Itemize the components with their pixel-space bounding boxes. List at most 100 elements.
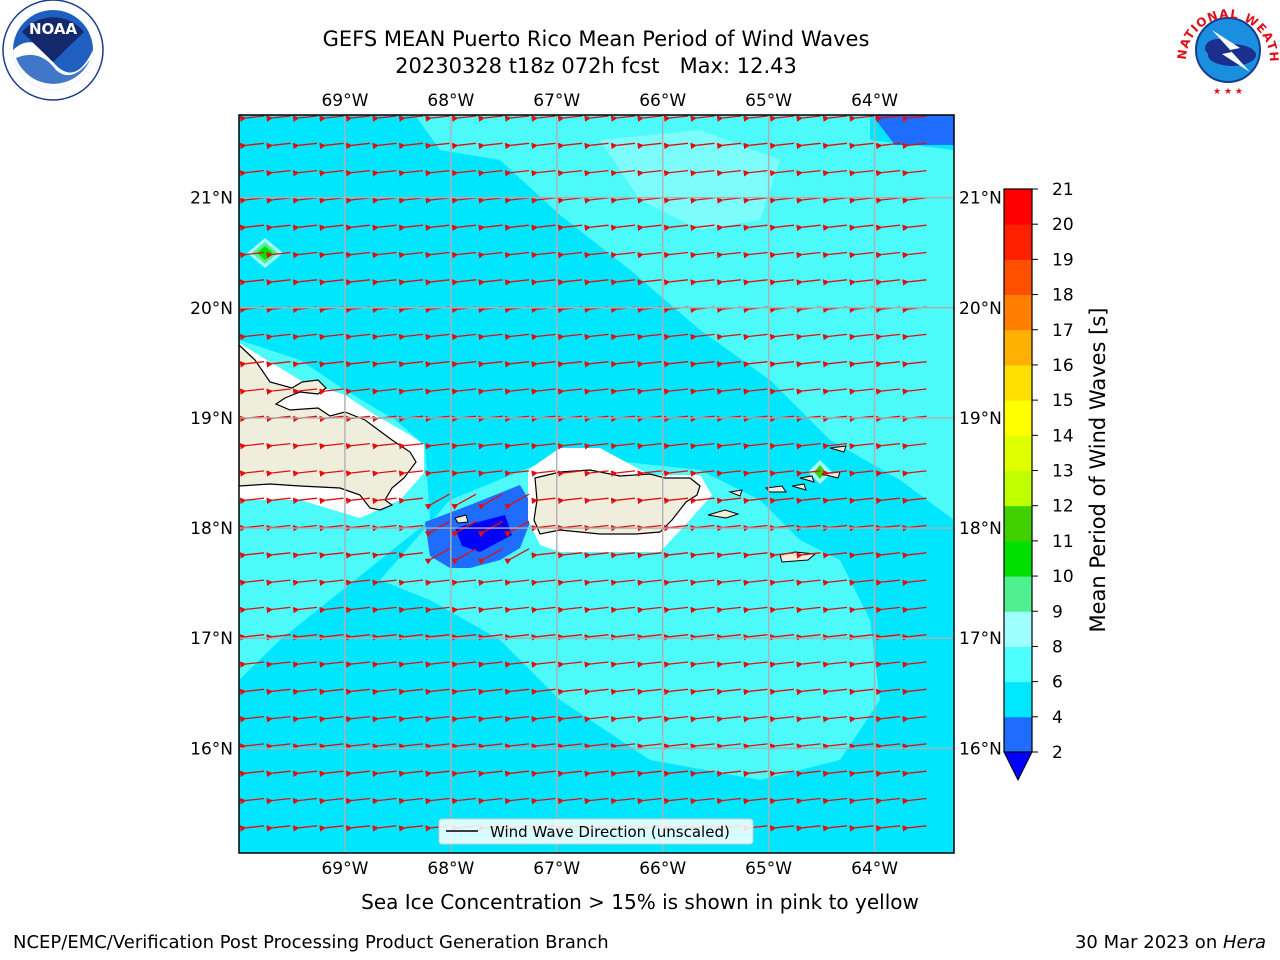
- wind-wave-arrow: [796, 361, 821, 368]
- wind-wave-arrow: [319, 579, 344, 586]
- wind-wave-arrow: [266, 115, 291, 122]
- wind-wave-arrow: [319, 715, 344, 723]
- wind-wave-arrow: [425, 579, 450, 586]
- wind-wave-arrow: [266, 552, 291, 559]
- wind-wave-arrow: [769, 142, 795, 150]
- wind-wave-arrow: [902, 442, 927, 450]
- lon-label-top: 65°W: [745, 91, 792, 111]
- wind-wave-arrow: [372, 442, 397, 450]
- wind-wave-arrow: [504, 661, 530, 668]
- wind-wave-arrow: [902, 470, 927, 477]
- wind-wave-arrow: [504, 688, 530, 696]
- wind-wave-arrow: [398, 115, 424, 122]
- wind-wave-arrow: [716, 634, 742, 641]
- wind-wave-arrow: [451, 634, 477, 641]
- wind-wave-arrow: [266, 715, 291, 723]
- wind-wave-arrow: [875, 606, 901, 614]
- wind-wave-arrow: [239, 497, 265, 505]
- wind-wave-arrow: [796, 770, 821, 778]
- wind-wave-arrow: [504, 579, 530, 586]
- wind-wave-arrow: [822, 251, 848, 259]
- wind-wave-arrow: [239, 224, 265, 232]
- wind-wave-arrow: [769, 279, 795, 286]
- colorbar-segment: [1004, 435, 1032, 471]
- wind-wave-arrow: [451, 251, 477, 259]
- wind-wave-arrow: [716, 661, 742, 668]
- wind-wave-arrow: [292, 688, 318, 696]
- wind-wave-arrow: [849, 770, 874, 778]
- wind-wave-arrow: [319, 279, 344, 286]
- wind-wave-arrow: [743, 797, 768, 805]
- lon-label-bottom: 66°W: [639, 859, 686, 879]
- colorbar-segment: [1004, 505, 1032, 542]
- wind-wave-arrow: [716, 333, 742, 341]
- wind-wave-arrow: [319, 142, 344, 150]
- wind-wave-arrow: [875, 115, 901, 122]
- wind-wave-arrow: [239, 115, 265, 122]
- vieques-land: [707, 509, 740, 519]
- wind-wave-arrow: [822, 770, 848, 778]
- wind-wave-arrow: [319, 442, 344, 450]
- wind-wave-arrow: [345, 743, 371, 750]
- wind-wave-arrow: [663, 169, 689, 177]
- wind-wave-arrow: [716, 770, 742, 778]
- period-8-region: [600, 130, 780, 230]
- wind-wave-arrow: [849, 715, 874, 723]
- lat-label-right: 17°N: [959, 629, 1002, 649]
- wind-wave-arrow: [584, 279, 609, 286]
- wind-wave-arrow: [504, 493, 530, 510]
- wind-wave-arrow: [849, 115, 874, 122]
- wind-wave-arrow: [716, 470, 742, 477]
- chart-subtitle: 20230328 t18z 072h fcst Max: 12.43: [395, 54, 797, 78]
- wind-wave-arrow: [769, 825, 795, 832]
- wind-wave-arrow: [902, 579, 927, 586]
- wind-wave-arrow: [902, 224, 927, 232]
- wind-wave-arrow: [266, 333, 291, 341]
- wind-wave-arrow: [372, 224, 397, 232]
- wind-wave-arrow: [292, 661, 318, 668]
- wind-wave-arrow: [266, 442, 291, 450]
- wind-wave-arrow: [398, 142, 424, 150]
- wind-wave-arrow: [478, 251, 503, 259]
- wind-wave-arrow: [769, 524, 795, 532]
- wind-wave-arrow: [531, 169, 556, 177]
- wind-wave-arrow: [796, 797, 821, 805]
- lon-label-bottom: 68°W: [427, 859, 474, 879]
- wind-wave-arrow: [822, 224, 848, 232]
- wind-wave-arrow: [398, 224, 424, 232]
- wind-wave-arrow: [398, 743, 424, 750]
- graticule: [239, 115, 954, 853]
- wind-wave-arrow: [875, 251, 901, 259]
- wind-wave-arrow: [266, 797, 291, 805]
- wind-wave-arrow: [478, 797, 503, 805]
- lon-label-bottom: 67°W: [533, 859, 580, 879]
- wind-wave-arrow: [531, 634, 556, 641]
- wind-wave-arrow: [690, 388, 715, 395]
- wind-wave-arrow: [266, 251, 291, 259]
- wind-wave-arrow: [822, 715, 848, 723]
- wind-wave-arrow: [504, 770, 530, 778]
- wind-wave-arrow: [663, 715, 689, 723]
- wind-wave-arrow: [610, 661, 636, 668]
- wind-wave-arrow: [690, 688, 715, 696]
- wind-wave-arrow: [716, 361, 742, 368]
- wind-wave-arrow: [478, 388, 503, 395]
- sea-ice-note: Sea Ice Concentration > 15% is shown in …: [361, 890, 919, 914]
- wind-wave-arrow: [663, 224, 689, 232]
- wind-wave-arrow: [902, 715, 927, 723]
- wind-wave-arrow: [478, 361, 503, 368]
- wind-wave-arrow: [319, 224, 344, 232]
- wind-wave-arrow: [292, 361, 318, 368]
- wind-wave-arrow: [690, 743, 715, 750]
- wind-wave-arrow: [292, 279, 318, 286]
- wind-wave-arrow: [478, 279, 503, 286]
- wind-wave-arrow: [451, 743, 477, 750]
- wind-wave-arrow: [372, 552, 397, 559]
- wind-wave-arrow: [239, 661, 265, 668]
- wind-wave-arrow: [372, 388, 397, 395]
- wind-wave-arrow: [690, 361, 715, 368]
- wind-wave-arrow: [398, 442, 424, 450]
- wind-wave-arrow: [875, 661, 901, 668]
- wind-wave-arrow: [716, 797, 742, 805]
- wind-wave-arrow: [690, 251, 715, 259]
